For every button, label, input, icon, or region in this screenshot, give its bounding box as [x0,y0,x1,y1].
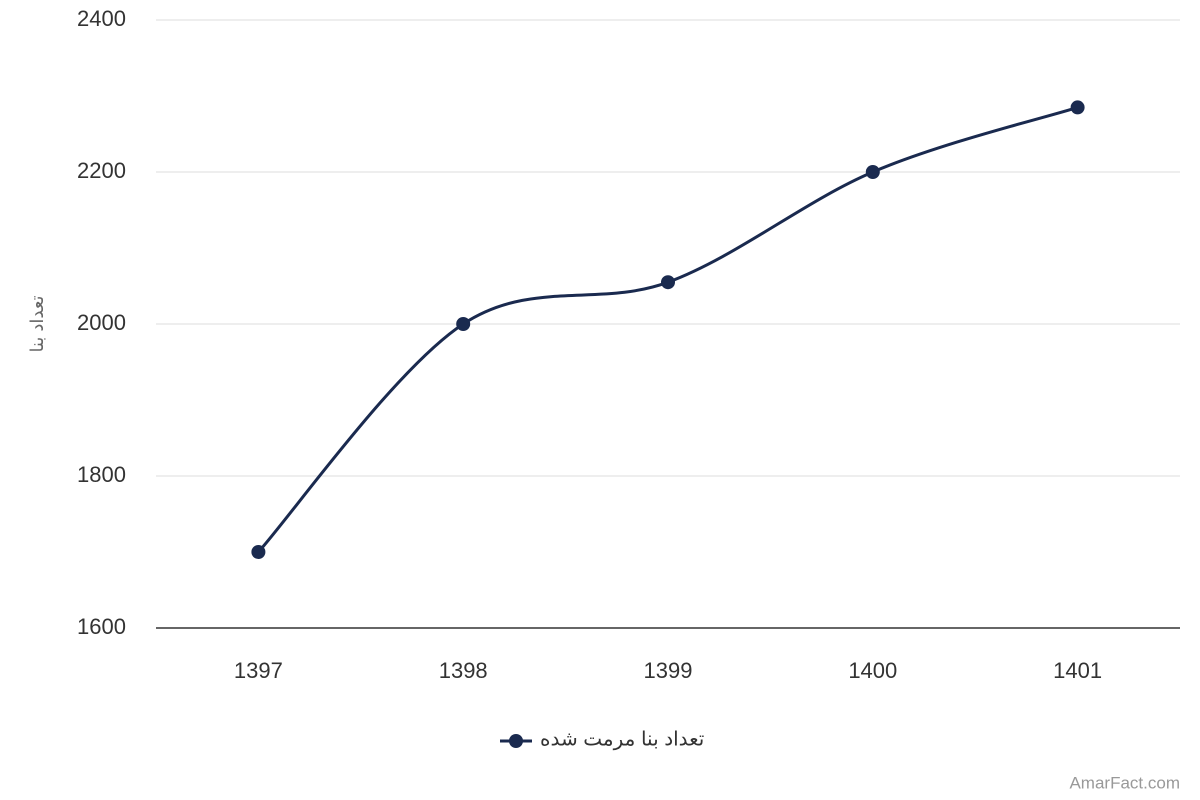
point [1070,100,1085,115]
legend-marker [509,734,523,748]
x-tick-label: 1398 [439,658,488,683]
y-tick-label: 1800 [77,462,126,487]
x-tick-label: 1400 [848,658,897,683]
y-axis-title: تعداد بنا [27,295,47,352]
y-tick-label: 2400 [77,6,126,31]
point [456,317,471,331]
y-tick-label: 1600 [77,614,126,639]
line [257,105,1079,554]
x-tick-label: 1397 [234,658,283,683]
point [251,545,266,559]
legend-label: تعداد بنا مرمت شده [540,728,704,750]
point [661,275,675,290]
x-tick-label: 1401 [1053,658,1102,683]
watermark: AmarFact.com [1069,773,1180,792]
y-tick-label: 2200 [77,158,126,183]
y-tick-label: 2000 [77,310,126,335]
point [865,165,880,179]
x-tick-label: 1399 [644,658,693,683]
